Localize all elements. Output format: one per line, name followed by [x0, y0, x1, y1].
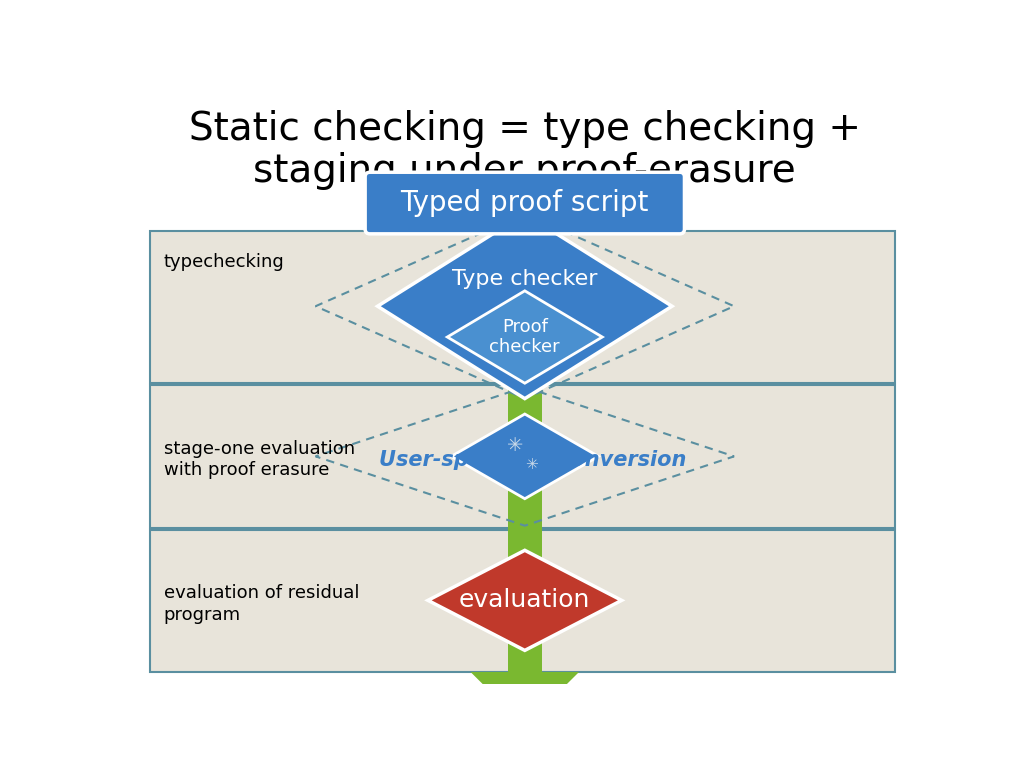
Text: evaluation of residual: evaluation of residual	[164, 584, 359, 602]
Bar	[150, 230, 895, 383]
Text: stage-one evaluation: stage-one evaluation	[164, 439, 354, 458]
Polygon shape	[428, 551, 622, 650]
Polygon shape	[452, 414, 598, 498]
Text: staging under proof-erasure: staging under proof-erasure	[253, 153, 797, 190]
Text: typechecking: typechecking	[164, 253, 285, 270]
Text: Typed proof script: Typed proof script	[400, 189, 649, 217]
Bar	[150, 529, 895, 672]
Text: User-specified Conversion: User-specified Conversion	[379, 450, 686, 470]
Polygon shape	[471, 672, 579, 726]
Text: program: program	[164, 606, 241, 624]
Text: ✳: ✳	[524, 456, 538, 472]
Polygon shape	[378, 214, 672, 399]
FancyBboxPatch shape	[366, 172, 684, 233]
Text: evaluation: evaluation	[459, 588, 591, 612]
Text: Type checker: Type checker	[452, 270, 598, 290]
Text: Static checking = type checking +: Static checking = type checking +	[188, 110, 861, 148]
Bar	[150, 385, 895, 528]
Text: with proof erasure: with proof erasure	[164, 462, 329, 479]
Text: ✳: ✳	[507, 436, 523, 455]
Polygon shape	[447, 291, 602, 383]
Text: Proof
checker: Proof checker	[489, 318, 560, 356]
Bar	[508, 229, 542, 672]
Bar	[503, 186, 547, 215]
